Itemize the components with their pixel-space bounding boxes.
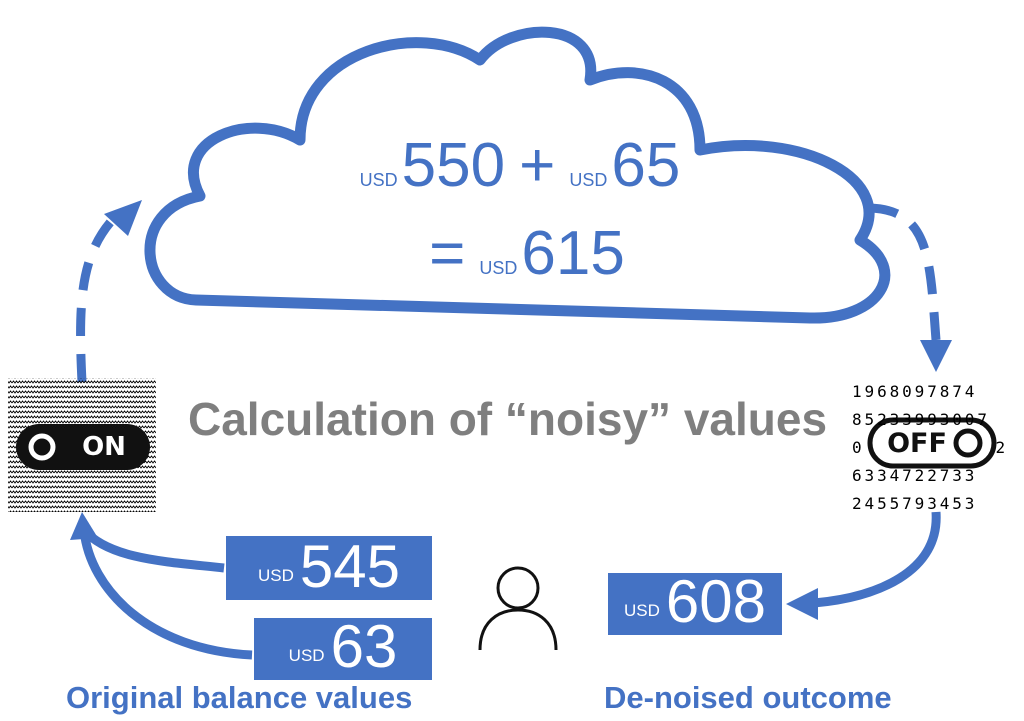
equals-operator: = [429,219,466,288]
currency-label: USD [623,601,660,620]
cloud-icon [144,26,891,324]
currency-label: USD [257,566,294,585]
currency-label: USD [359,170,398,190]
solid-arrow-output [799,511,941,609]
caption-left: Original balance values [66,680,413,715]
arrowhead-right [920,340,952,372]
sum-value: 615 [521,219,625,288]
currency-label: USD [479,258,518,278]
noise-row: 85233993007 [852,410,990,429]
toggle-on-label: ON [82,432,126,462]
cloud-equation-line2: = USD615 [270,218,770,289]
arrowhead-left [104,200,142,236]
diagram-title: Calculation of “noisy” values [188,393,828,445]
input-value-box-2: USD 63 [254,613,432,680]
toggle-off-knob-icon [953,428,983,458]
cloud-equation-line1: USD550 + USD65 [270,130,770,201]
output-value: 608 [665,568,766,635]
dashed-arrow-right [869,203,941,341]
toggle-on-knob-icon [28,433,56,461]
solid-arrow-input-1 [80,526,225,573]
toggle-off-label: OFF [887,427,947,459]
caption-right: De-noised outcome [604,680,892,715]
toggle-on-pill [16,424,150,470]
input-value-box-1: USD 545 [226,536,432,600]
output-value-box: USD 608 [608,568,782,635]
arrowhead-input [70,512,98,540]
input-value: 63 [330,613,398,680]
user-icon [478,566,558,651]
noise-row: 6334722733 [852,466,978,485]
input-value: 545 [299,533,400,600]
value-b: 65 [611,131,681,200]
currency-label: USD [288,646,325,665]
plus-operator: + [519,131,556,200]
noise-row: 2455793453 [852,494,978,513]
solid-arrow-input-2 [79,529,253,660]
dashed-arrow-left [76,208,124,383]
arrowhead-output [786,588,818,620]
noise-row: 1968097874 [852,382,978,401]
value-a: 550 [401,131,506,200]
currency-label: USD [569,170,608,190]
